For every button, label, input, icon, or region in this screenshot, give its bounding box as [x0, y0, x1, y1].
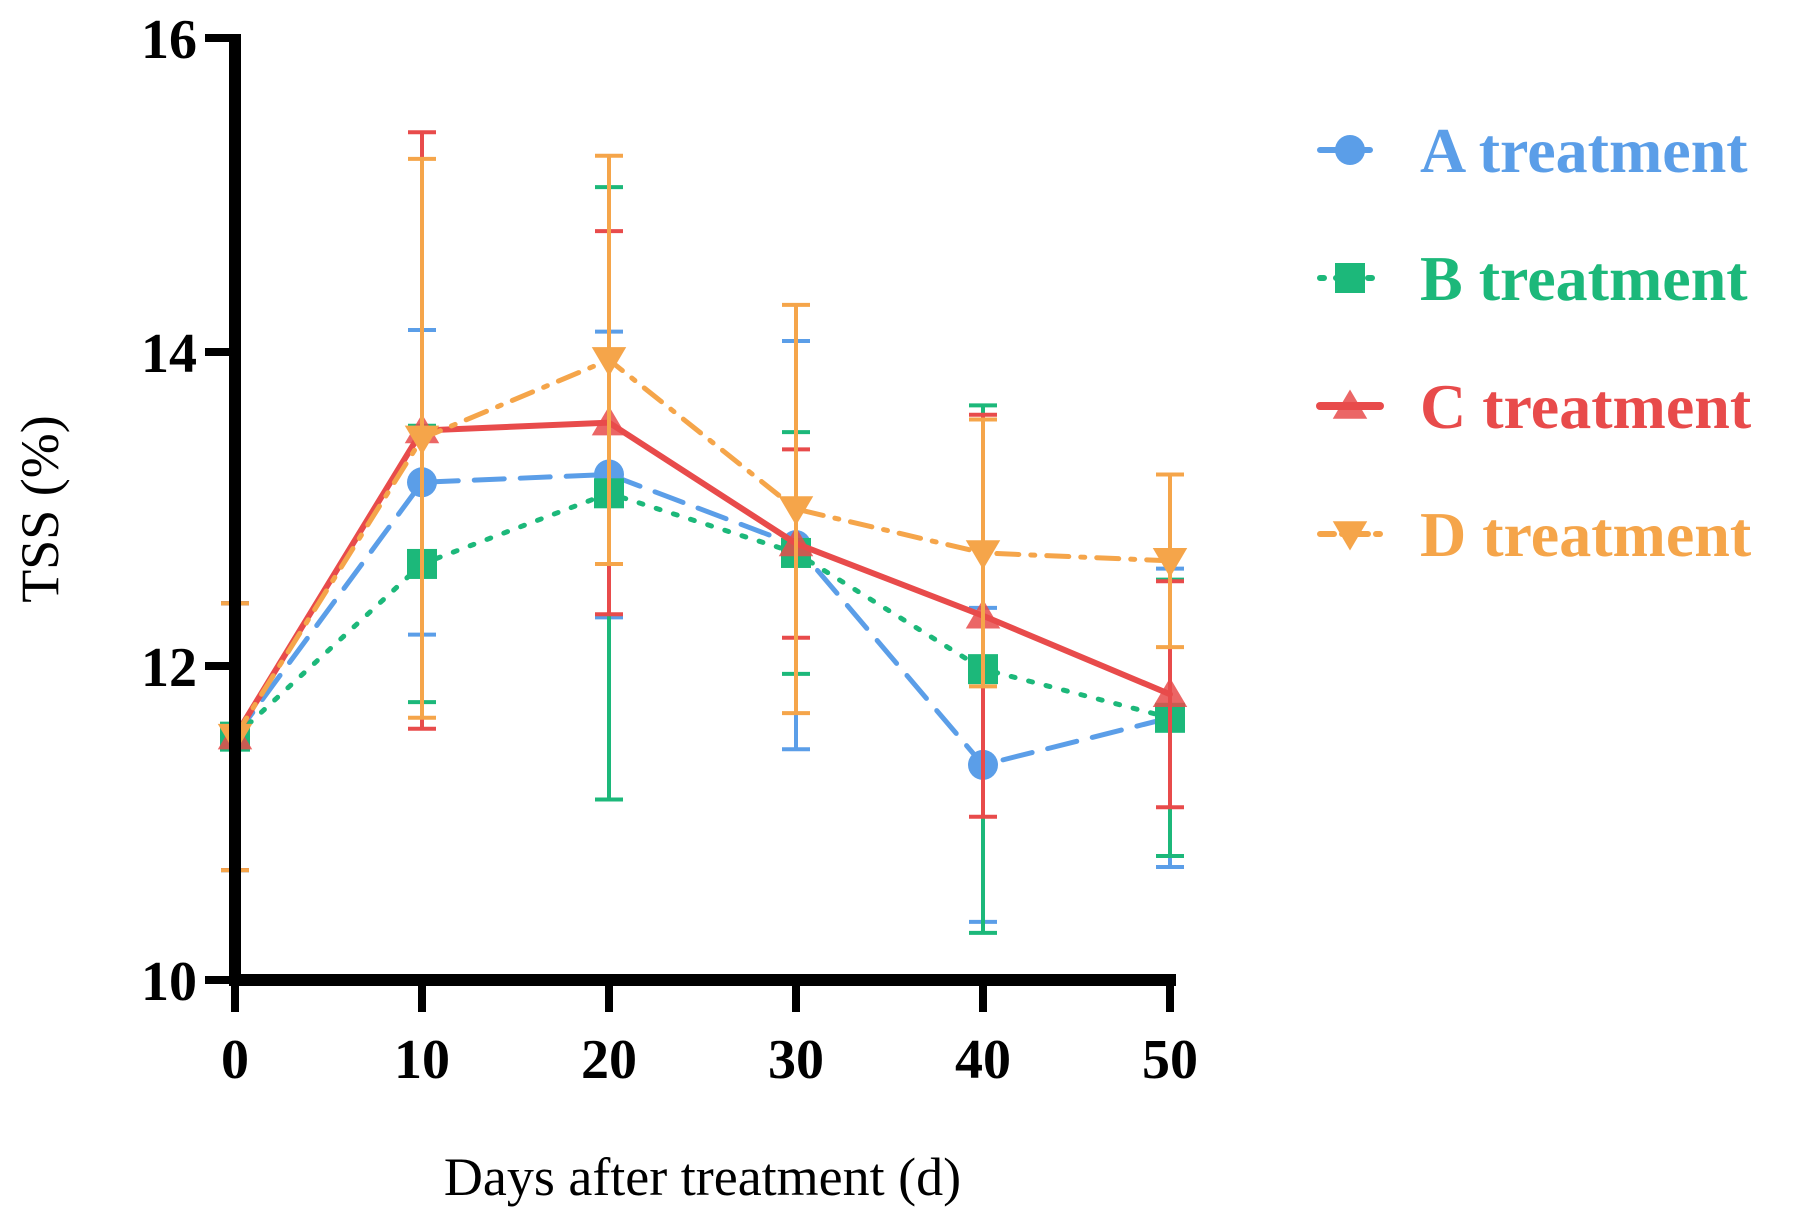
y-tick-label: 12: [141, 637, 197, 699]
legend-label: B treatment: [1420, 243, 1748, 314]
series-d: [217, 153, 1188, 873]
legend-marker: [1335, 135, 1365, 165]
x-tick-label: 20: [581, 1029, 637, 1091]
legend-item-c: C treatment: [1316, 371, 1752, 442]
series-c: [217, 130, 1188, 873]
data-point: [965, 540, 1001, 570]
y-axis-title: TSS (%): [10, 415, 70, 603]
legend-label: D treatment: [1420, 499, 1752, 570]
axes: 10 12 14 16 0 10 20 30 40 50: [141, 9, 1198, 1091]
x-tick-label: 40: [955, 1029, 1011, 1091]
series-b: [220, 185, 1185, 935]
x-tick-label: 30: [768, 1029, 824, 1091]
data-point: [591, 347, 627, 377]
legend-item-a: A treatment: [1317, 115, 1748, 186]
series-line: [232, 471, 1173, 768]
data-point: [1152, 677, 1188, 708]
legend-label: C treatment: [1420, 371, 1752, 442]
series-line: [232, 419, 1173, 740]
legend-item-d: D treatment: [1317, 499, 1752, 570]
series-a: [220, 328, 1185, 924]
x-axis-title: Days after treatment (d): [444, 1147, 961, 1207]
data-point: [778, 496, 814, 526]
y-tick-label: 10: [141, 951, 197, 1013]
x-tick-label: 50: [1142, 1029, 1198, 1091]
legend-marker: [1332, 389, 1368, 419]
legend-marker: [1332, 521, 1368, 551]
legend: A treatment B treatment C treatment D treat…: [1316, 115, 1752, 570]
x-tick-label: 10: [394, 1029, 450, 1091]
series-line: [232, 490, 1173, 740]
y-tick-label: 16: [141, 9, 197, 71]
x-tick-label: 0: [221, 1029, 249, 1091]
legend-marker: [1335, 263, 1365, 293]
legend-item-b: B treatment: [1317, 243, 1748, 314]
series-line: [232, 356, 1173, 740]
data-point: [404, 425, 440, 455]
data-point: [1152, 548, 1188, 578]
y-tick-label: 14: [141, 323, 197, 385]
legend-label: A treatment: [1420, 115, 1748, 186]
